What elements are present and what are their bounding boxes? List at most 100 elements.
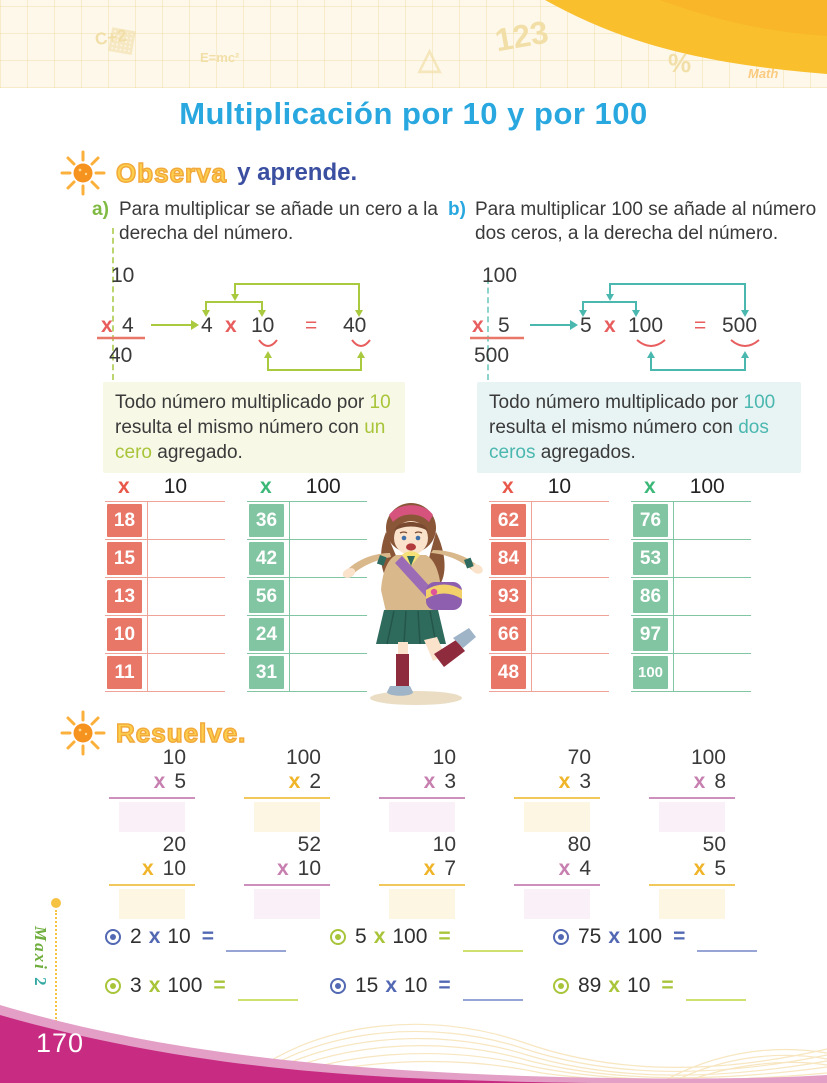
operand-a: 75 (578, 925, 602, 948)
rule-line (244, 797, 330, 799)
svg-text:5: 5 (580, 314, 592, 337)
answer-blank[interactable] (237, 999, 298, 1001)
answer-box[interactable] (524, 802, 590, 832)
operand-a: 2 (130, 925, 142, 948)
top-factor: 80 (567, 833, 591, 856)
answer-blank[interactable] (685, 999, 746, 1001)
answer-box[interactable] (389, 889, 455, 919)
answer-box[interactable] (524, 889, 590, 919)
equals-sign: = (661, 974, 674, 997)
times-sign: x (608, 925, 621, 948)
table-row: 10 (105, 616, 225, 654)
answer-cell[interactable] (668, 616, 751, 653)
answer-cell[interactable] (668, 502, 751, 539)
multiplicand-tile: 53 (633, 542, 668, 575)
times-sign: x (423, 857, 436, 880)
multiplicand-tile: 62 (491, 504, 526, 537)
table-divider (147, 502, 148, 692)
multiplicand-tile: 97 (633, 618, 668, 651)
svg-text:5: 5 (498, 314, 510, 337)
table-row: 53 (631, 540, 751, 578)
answer-box[interactable] (119, 889, 185, 919)
answer-box[interactable] (119, 802, 185, 832)
operand-b: 100 (167, 974, 203, 997)
multiplicand-tile: 42 (249, 542, 284, 575)
observa-word: Observa (115, 157, 228, 189)
svg-text:x: x (472, 314, 484, 337)
answer-cell[interactable] (526, 540, 609, 577)
multiplier: 10 (163, 475, 188, 498)
svg-text:40: 40 (343, 314, 366, 337)
operand-b: 100 (627, 925, 663, 948)
times-sign: x (288, 770, 301, 793)
times-sign: x (141, 857, 154, 880)
answer-blank[interactable] (697, 950, 758, 952)
rule-line (109, 797, 195, 799)
operand-b: 100 (392, 925, 428, 948)
times-sign: x (118, 475, 130, 498)
note-a-text: resulta el mismo número con (115, 417, 365, 438)
equation: 5 x 100 = (330, 925, 523, 952)
answer-cell[interactable] (668, 540, 751, 577)
answer-cell[interactable] (526, 616, 609, 653)
answer-box[interactable] (254, 802, 320, 832)
spine-number: 2 (31, 977, 50, 988)
equals-sign: = (673, 925, 686, 948)
equation: 75 x 100 = (553, 925, 758, 952)
note-a-highlight: 10 (369, 392, 391, 413)
multiplicand-tile: 31 (249, 656, 284, 689)
sun-icon (60, 710, 106, 756)
note-b-highlight: 100 (743, 392, 776, 413)
rule-line (109, 884, 195, 886)
answer-cell[interactable] (526, 654, 609, 691)
answer-cell[interactable] (526, 502, 609, 539)
lesson-a-sentence: Para multiplicar se añade un cero a la d… (119, 199, 438, 244)
answer-box[interactable] (659, 889, 725, 919)
table-divider (531, 502, 532, 692)
table-row: 66 (489, 616, 609, 654)
note-b-text: agregados. (535, 442, 636, 463)
note-b-text: resulta el mismo número con (489, 417, 739, 438)
answer-cell[interactable] (668, 578, 751, 615)
resuelve-word: Resuelve. (115, 717, 247, 749)
practice-table-x10-2: x 10 62 84 93 66 48 (489, 473, 609, 692)
answer-box[interactable] (254, 889, 320, 919)
observa-rest: y aprende. (237, 159, 358, 186)
table-row: 31 (247, 654, 367, 692)
table-row: 86 (631, 578, 751, 616)
answer-cell[interactable] (142, 578, 225, 615)
lesson-a-dashed-divider (112, 228, 114, 380)
equation: 89 x 10 = (553, 974, 746, 1001)
operand-b: 10 (627, 974, 651, 997)
answer-cell[interactable] (142, 616, 225, 653)
times-sign: x (148, 974, 161, 997)
answer-blank[interactable] (462, 950, 523, 952)
times-sign: x (558, 770, 571, 793)
operand-a: 89 (578, 974, 602, 997)
table-row: 97 (631, 616, 751, 654)
answer-cell[interactable] (142, 502, 225, 539)
answer-blank[interactable] (226, 950, 286, 952)
table-row: 62 (489, 502, 609, 540)
equation: 15 x 10 = (330, 974, 523, 1001)
practice-table-x10-1: x 10 18 15 13 10 11 (105, 473, 225, 692)
answer-blank[interactable] (462, 999, 523, 1001)
answer-cell[interactable] (668, 654, 751, 691)
top-factor: 52 (297, 833, 321, 856)
lesson-a-label: a) (92, 199, 109, 220)
answer-cell[interactable] (142, 540, 225, 577)
times-sign: x (502, 475, 514, 498)
answer-box[interactable] (659, 802, 725, 832)
answer-cell[interactable] (142, 654, 225, 691)
multiplicand-tile: 10 (107, 618, 142, 651)
svg-text:=: = (305, 314, 317, 337)
answer-cell[interactable] (526, 578, 609, 615)
lesson-b-text: b) Para multiplicar 100 se añade al núme… (448, 198, 820, 246)
multiplication-diagram-a: 10 x 4 40 4 x 10 = 40 (97, 264, 371, 371)
svg-text:40: 40 (109, 344, 132, 367)
answer-box[interactable] (389, 802, 455, 832)
